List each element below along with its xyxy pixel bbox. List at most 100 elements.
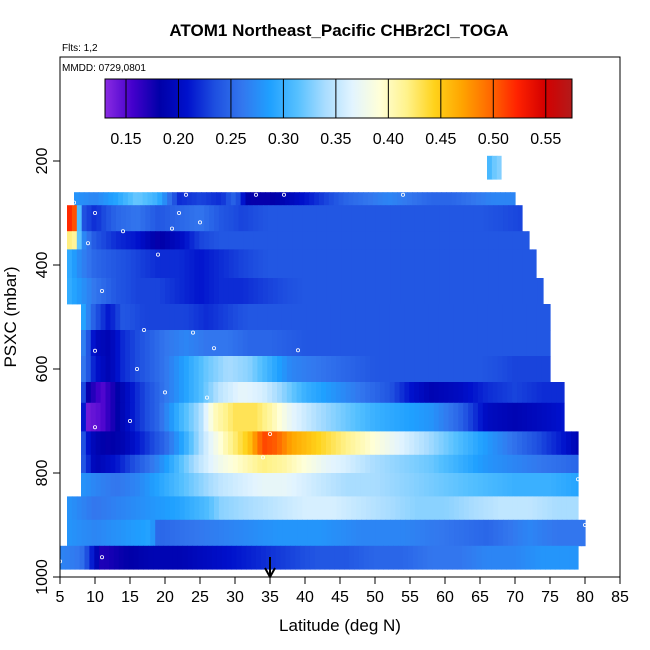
- heatmap-cell: [199, 249, 205, 279]
- heatmap-cell: [95, 382, 102, 404]
- heatmap-cell: [257, 431, 263, 456]
- heatmap-cell: [144, 304, 151, 331]
- heatmap-cell: [177, 545, 184, 570]
- x-tick-label: 75: [541, 589, 559, 606]
- heatmap-cell: [144, 431, 151, 456]
- heatmap-cell: [505, 192, 511, 206]
- heatmap-cell: [497, 356, 503, 383]
- heatmap-cell: [389, 356, 396, 383]
- heatmap-cell: [400, 519, 406, 547]
- heatmap-cell: [252, 304, 258, 331]
- heatmap-cell: [429, 231, 436, 250]
- heatmap-cell: [238, 278, 244, 305]
- heatmap-cell: [345, 454, 352, 474]
- heatmap-cell: [281, 304, 288, 331]
- heatmap-cell: [492, 454, 499, 474]
- heatmap-cell: [414, 205, 421, 232]
- heatmap-cell: [370, 402, 376, 432]
- heatmap-cell: [267, 473, 273, 497]
- heatmap-cell: [361, 496, 367, 521]
- colorbar-tick-label: 0.35: [320, 131, 351, 148]
- heatmap-cell: [404, 330, 410, 357]
- heatmap-cell: [223, 382, 229, 404]
- heatmap-cell: [216, 545, 223, 570]
- heatmap-cell: [237, 304, 244, 331]
- heatmap-cell: [281, 454, 288, 474]
- heatmap-cell: [125, 431, 131, 456]
- heatmap-cell: [434, 249, 440, 279]
- heatmap-cell: [105, 382, 111, 404]
- y-tick-label: 1000: [34, 559, 51, 595]
- heatmap-cell: [463, 496, 470, 521]
- heatmap-cell: [334, 545, 340, 570]
- x-tick-label: 15: [121, 589, 139, 606]
- heatmap-cell: [530, 545, 536, 570]
- heatmap-cell: [174, 496, 181, 521]
- heatmap-cell: [167, 192, 173, 206]
- heatmap-cell: [140, 231, 146, 250]
- heatmap-cell: [143, 545, 149, 570]
- sample-point: [183, 192, 188, 197]
- heatmap-cell: [165, 249, 171, 279]
- heatmap-cell: [507, 473, 513, 497]
- heatmap-cell: [375, 330, 381, 357]
- heatmap-cell: [551, 382, 557, 404]
- heatmap-cell: [134, 473, 141, 497]
- heatmap-cell: [389, 402, 396, 432]
- heatmap-cell: [414, 278, 421, 305]
- heatmap-cell: [443, 304, 450, 331]
- heatmap-cell: [218, 496, 225, 521]
- heatmap-cell: [196, 192, 202, 206]
- heatmap-cell: [274, 192, 281, 206]
- heatmap-cell: [556, 382, 562, 404]
- heatmap-cell: [482, 356, 489, 383]
- heatmap-cell: [307, 496, 313, 521]
- heatmap-cell: [85, 330, 92, 357]
- heatmap-cell: [507, 304, 513, 331]
- heatmap-cell: [213, 330, 219, 357]
- heatmap-cell: [207, 545, 213, 570]
- heatmap-cell: [292, 249, 298, 279]
- heatmap-cell: [542, 519, 548, 547]
- heatmap-cell: [341, 278, 347, 305]
- heatmap-cell: [478, 231, 485, 250]
- heatmap-cell: [238, 249, 244, 279]
- heatmap-cell: [130, 496, 137, 521]
- heatmap-cell: [242, 402, 249, 432]
- heatmap-cell: [111, 519, 117, 547]
- heatmap-cell: [540, 545, 546, 570]
- heatmap-cell: [105, 330, 111, 357]
- heatmap-cell: [379, 431, 386, 456]
- heatmap-cell: [468, 454, 474, 474]
- heatmap-cell: [179, 249, 186, 279]
- heatmap-cell: [490, 192, 496, 206]
- heatmap-cell: [243, 519, 249, 547]
- heatmap-cell: [463, 431, 469, 456]
- heatmap-cell: [370, 454, 376, 474]
- heatmap-cell: [159, 454, 165, 474]
- heatmap-cell: [306, 382, 312, 404]
- heatmap-cell: [375, 431, 381, 456]
- heatmap-cell: [60, 545, 66, 570]
- heatmap-cell: [531, 382, 538, 404]
- heatmap-cell: [454, 519, 460, 547]
- heatmap-cell: [179, 278, 186, 305]
- heatmap-cell: [429, 205, 436, 232]
- heatmap-cell: [552, 496, 558, 521]
- heatmap-cell: [312, 231, 318, 250]
- heatmap-cell: [258, 496, 264, 521]
- heatmap-cell: [442, 545, 448, 570]
- heatmap-cell: [110, 454, 116, 474]
- heatmap-cell: [492, 382, 499, 404]
- heatmap-cell: [419, 205, 426, 232]
- heatmap-cell: [181, 192, 188, 206]
- heatmap-cell: [541, 330, 548, 357]
- heatmap-cell: [389, 304, 396, 331]
- heatmap-cell: [356, 231, 362, 250]
- heatmap-cell: [384, 330, 391, 357]
- heatmap-cell: [130, 205, 137, 232]
- heatmap-cell: [144, 454, 151, 474]
- heatmap-cell: [370, 431, 376, 456]
- heatmap-cell: [258, 205, 264, 232]
- heatmap-cell: [517, 402, 523, 432]
